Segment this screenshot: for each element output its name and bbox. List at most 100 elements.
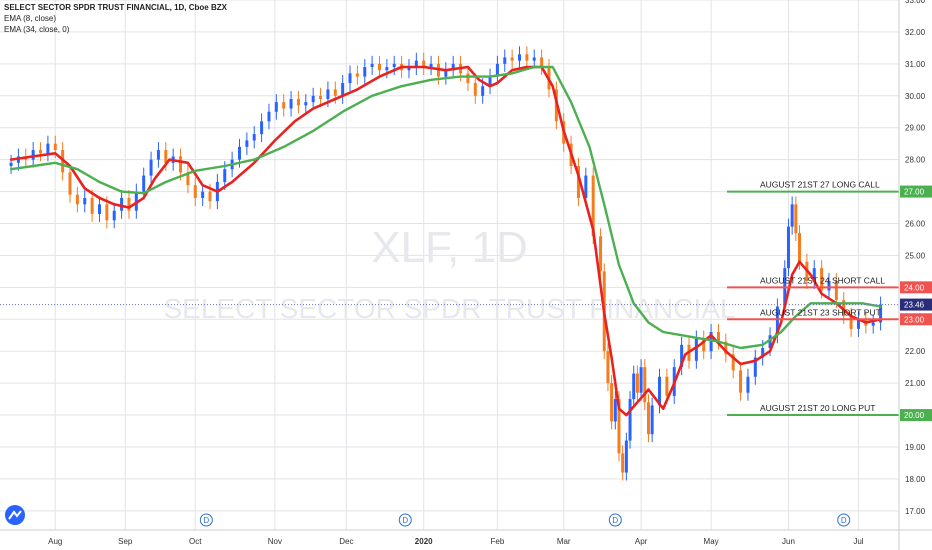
price-bar[interactable] — [149, 159, 153, 176]
price-bar[interactable] — [871, 322, 875, 326]
price-bar[interactable] — [639, 367, 643, 393]
price-bar[interactable] — [834, 280, 838, 301]
price-bar[interactable] — [311, 95, 315, 103]
price-bar[interactable] — [304, 102, 308, 106]
price-bar[interactable] — [739, 370, 743, 393]
price-bar[interactable] — [879, 304, 883, 323]
price-bar[interactable] — [694, 338, 698, 361]
price-bar[interactable] — [610, 383, 614, 422]
price-bar[interactable] — [385, 67, 389, 71]
price-bar[interactable] — [377, 63, 381, 71]
price-bar[interactable] — [646, 402, 650, 435]
price-bar[interactable] — [481, 86, 485, 96]
price-bar[interactable] — [525, 54, 529, 61]
price-bar[interactable] — [429, 63, 433, 68]
price-bar[interactable] — [267, 111, 271, 122]
price-bar[interactable] — [260, 121, 264, 135]
price-bar[interactable] — [370, 63, 374, 68]
price-bar[interactable] — [518, 54, 522, 61]
price-bar[interactable] — [68, 172, 72, 195]
price-bar[interactable] — [827, 280, 831, 291]
dividend-marker[interactable] — [608, 513, 622, 527]
price-bar[interactable] — [319, 95, 323, 99]
price-bar[interactable] — [90, 197, 94, 214]
price-bar[interactable] — [127, 197, 131, 211]
legend-ema-fast[interactable]: EMA (8, close) — [4, 14, 57, 23]
price-bar[interactable] — [156, 150, 160, 160]
price-bar[interactable] — [624, 440, 628, 473]
price-bar[interactable] — [46, 143, 50, 154]
price-bar[interactable] — [105, 204, 109, 221]
price-bar[interactable] — [702, 338, 706, 352]
price-bar[interactable] — [849, 316, 853, 329]
price-bar[interactable] — [39, 150, 43, 154]
price-bar[interactable] — [790, 204, 794, 227]
price-bar[interactable] — [503, 57, 507, 64]
price-bar[interactable] — [856, 319, 860, 329]
price-bar[interactable] — [75, 194, 79, 205]
price-bar[interactable] — [761, 348, 765, 358]
dividend-marker[interactable] — [199, 513, 213, 527]
price-bar[interactable] — [658, 376, 662, 406]
ema-slow-line[interactable] — [9, 65, 882, 350]
price-bar[interactable] — [591, 175, 595, 237]
price-bar[interactable] — [510, 57, 514, 61]
price-bar[interactable] — [422, 60, 426, 68]
price-bar[interactable] — [617, 399, 621, 454]
price-bar[interactable] — [599, 236, 603, 272]
price-bar[interactable] — [495, 63, 499, 77]
price-bar[interactable] — [348, 73, 352, 84]
price-bar[interactable] — [274, 102, 278, 112]
price-bar[interactable] — [613, 399, 617, 422]
price-bar[interactable] — [794, 204, 798, 234]
price-bar[interactable] — [31, 150, 35, 160]
price-bar[interactable] — [120, 197, 124, 211]
price-bar[interactable] — [786, 226, 790, 269]
price-bar[interactable] — [532, 57, 536, 61]
price-bar[interactable] — [716, 332, 720, 342]
ema-fast-line[interactable] — [9, 65, 882, 417]
price-bar[interactable] — [9, 162, 13, 167]
price-bar[interactable] — [812, 268, 816, 281]
price-bar[interactable] — [635, 373, 639, 393]
price-bar[interactable] — [414, 60, 418, 68]
price-bar[interactable] — [282, 102, 286, 109]
price-bar[interactable] — [326, 89, 330, 99]
price-bar[interactable] — [680, 344, 684, 368]
price-bar[interactable] — [606, 351, 610, 384]
price-bar[interactable] — [363, 67, 367, 77]
price-bar[interactable] — [53, 143, 57, 151]
plot-area[interactable] — [0, 0, 899, 530]
price-bar[interactable] — [296, 98, 300, 106]
price-bar[interactable] — [709, 332, 713, 352]
legend-ema-slow[interactable]: EMA (34, close, 0) — [4, 25, 70, 34]
price-bar[interactable] — [392, 63, 396, 68]
price-bar[interactable] — [245, 140, 249, 147]
price-bar[interactable] — [97, 204, 101, 214]
price-bar[interactable] — [237, 146, 241, 160]
price-bar[interactable] — [466, 73, 470, 84]
price-bar[interactable] — [724, 341, 728, 355]
price-bar[interactable] — [731, 354, 735, 371]
price-bar[interactable] — [193, 185, 197, 198]
price-bar[interactable] — [355, 73, 359, 77]
price-bar[interactable] — [746, 376, 750, 393]
price-bar[interactable] — [665, 376, 669, 396]
price-bar[interactable] — [112, 210, 116, 221]
price-bar[interactable] — [83, 197, 87, 205]
price-bar[interactable] — [753, 357, 757, 377]
price-bar[interactable] — [820, 268, 824, 291]
price-bar[interactable] — [621, 453, 625, 473]
price-bar[interactable] — [798, 233, 802, 262]
price-bar[interactable] — [650, 405, 654, 435]
price-bar[interactable] — [341, 83, 345, 96]
price-bar[interactable] — [208, 191, 212, 202]
price-bar[interactable] — [451, 63, 455, 71]
price-bar[interactable] — [407, 67, 411, 71]
dividend-marker[interactable] — [398, 513, 412, 527]
price-bar[interactable] — [473, 83, 477, 96]
dividend-marker[interactable] — [837, 513, 851, 527]
price-bar[interactable] — [488, 76, 492, 87]
price-bar[interactable] — [134, 191, 138, 211]
price-bar[interactable] — [201, 191, 205, 198]
